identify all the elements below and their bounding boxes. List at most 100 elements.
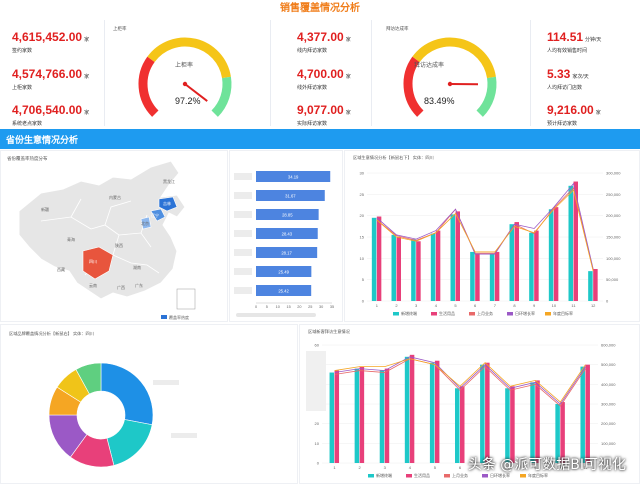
gauge-band	[143, 59, 155, 113]
gauge-tick	[149, 91, 153, 92]
gauge-tick	[462, 50, 463, 54]
map-label: 广东	[135, 282, 143, 288]
legend-label: 年度目标率	[553, 310, 573, 316]
gauge-panel-visit-rate: 拜访达成率 拜访达成率 83.49%	[372, 18, 530, 128]
hbar-label-placeholder	[234, 287, 252, 294]
gauge-tick	[214, 100, 218, 102]
kpi-unit: 分钟/天	[585, 37, 601, 43]
gauge-tick	[210, 60, 213, 63]
bar	[355, 369, 360, 463]
x-tick: 7	[494, 303, 497, 308]
kpi-unit: 家	[346, 74, 351, 80]
bar	[580, 367, 585, 463]
scrollbar[interactable]	[236, 313, 316, 317]
y-tick: 30	[360, 171, 365, 176]
gauge-tick	[159, 105, 164, 110]
bar	[534, 231, 539, 301]
series-line	[377, 190, 593, 271]
watermark: 头条 @派可数据BI可视化	[468, 454, 626, 474]
gauge-tick	[443, 48, 444, 52]
gauge-tick	[156, 105, 159, 108]
bar	[360, 367, 365, 463]
legend-label: 上月业务	[452, 472, 468, 478]
y2-tick: 500,000	[601, 362, 616, 367]
gauge-tick	[479, 93, 486, 95]
legend-label: 生活用品	[414, 472, 430, 478]
y2-tick: 300,000	[606, 171, 621, 176]
bar	[411, 239, 416, 301]
donut-chart: 区域品牌覆盖情况分析【新鼠右】 实体：四川	[1, 325, 299, 485]
y2-tick: 300,000	[601, 402, 616, 407]
kpi-value: 9,077.00	[297, 103, 344, 117]
bar	[335, 371, 340, 463]
hbar-tick: 30	[319, 305, 323, 309]
y2-tick: 100,000	[601, 441, 616, 446]
y2-tick: 200,000	[606, 213, 621, 218]
bar	[410, 355, 415, 463]
hbar-value: 28.17	[281, 251, 292, 256]
legend-swatch	[393, 312, 399, 316]
y2-tick: 250,000	[606, 192, 621, 197]
kpi-unit: 家	[84, 110, 89, 116]
gauge-tick	[217, 75, 221, 76]
china-map[interactable]: 新疆 西藏 青海 内蒙古 四川 黑龙江 吉林 辽宁 北京 陕西 云南 广西 广东…	[1, 151, 229, 323]
gauge-tick	[216, 71, 220, 72]
kpi-value: 114.51	[547, 30, 583, 44]
gauge-tick	[415, 93, 422, 95]
page-title: 销售覆盖情况分析	[0, 0, 640, 18]
gauge-tick	[413, 88, 417, 89]
gauge-tick	[414, 75, 418, 76]
gauge-band	[215, 77, 227, 113]
section-title: 省份生意情况分析	[6, 133, 78, 146]
gauge-tick	[482, 91, 486, 92]
legend-label: 生活用品	[439, 310, 455, 316]
x-tick: 10	[552, 303, 557, 308]
y-tick: 20	[360, 213, 365, 218]
gauge-tick	[427, 55, 429, 58]
hbar-tick: 25	[308, 305, 312, 309]
chart-title: 区域品牌覆盖情况分析【新鼠右】 实体：四川	[9, 330, 94, 337]
gauge-hub	[183, 82, 187, 86]
hbar-value: 25.42	[278, 289, 289, 294]
bar	[585, 365, 590, 463]
gauge-value: 97.2%	[175, 96, 201, 106]
hbar-label-placeholder	[234, 192, 252, 199]
gauge-tick	[153, 100, 157, 102]
map-label: 四川	[89, 259, 97, 264]
bar	[435, 361, 440, 463]
gauge-tick	[480, 78, 487, 79]
gauge-tick	[171, 50, 172, 54]
bar	[535, 380, 540, 463]
kpi-unit: 家	[596, 110, 601, 116]
kpi-label: 线内拜访家数	[297, 47, 351, 54]
gauge-tick	[157, 60, 160, 63]
kpi-value: 4,377.00	[297, 30, 344, 44]
gauge-tick	[478, 65, 481, 67]
kpi-label: 线外拜访家数	[297, 84, 351, 91]
legend-label: 上月业务	[477, 310, 493, 316]
kpi-unit: 家	[346, 110, 351, 116]
gauge-tick	[479, 100, 483, 102]
bar	[431, 234, 436, 301]
x-tick: 5	[434, 465, 437, 470]
donut-label-placeholder	[153, 380, 179, 385]
map-label: 西藏	[57, 266, 65, 272]
gauge-tick	[194, 48, 195, 52]
gauge-tick	[151, 97, 155, 99]
bar	[436, 231, 441, 301]
map-label: 辽宁	[151, 212, 159, 218]
kpi-label: 实际拜访家数	[297, 120, 351, 127]
gauge-tick	[150, 93, 157, 95]
gauge-tick	[210, 105, 213, 108]
y2-tick: 150,000	[606, 235, 621, 240]
donut-slice	[101, 363, 153, 425]
y-tick: 5	[362, 277, 365, 282]
gauge-tick	[474, 62, 480, 66]
